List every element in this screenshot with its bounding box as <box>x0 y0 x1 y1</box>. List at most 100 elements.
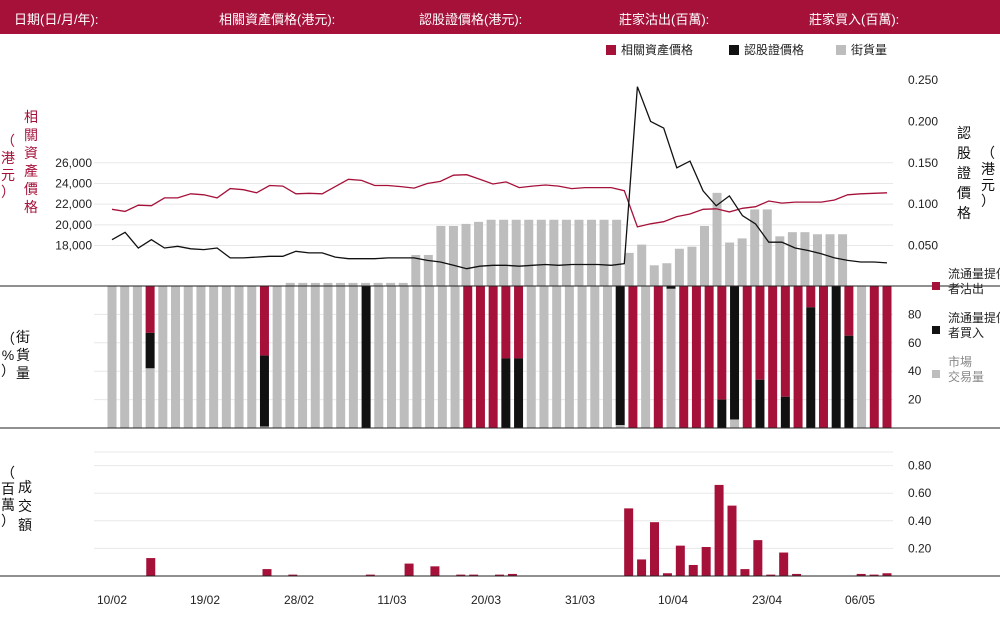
street-volume-bar <box>587 219 597 286</box>
turnover-bar <box>766 574 776 576</box>
street-volume-bar <box>361 282 371 286</box>
turnover-bar <box>262 569 272 576</box>
street-volume-bar <box>599 219 609 286</box>
market-volume-bar <box>590 286 600 428</box>
axis-labels: 26,00024,00022,00020,00018,0000.2500.200… <box>1 73 995 607</box>
street-volume-bar <box>750 209 760 286</box>
street-volume-bar <box>448 225 458 286</box>
legend-street-volume-swatch <box>836 45 846 55</box>
legend-market-volume-swatch <box>932 370 940 378</box>
market-volume-bar <box>336 286 346 428</box>
street-volume-bar <box>285 282 295 286</box>
street-volume-bar <box>398 282 408 286</box>
mm-axis-unit: （%） <box>1 331 15 379</box>
mm-buy-bar <box>615 286 625 426</box>
mm-sell-bar <box>679 286 689 428</box>
left-axis-title: 相關資產價格 <box>24 109 38 215</box>
turnover-axis-title: 成交額 <box>18 479 32 533</box>
street-volume-bar <box>825 234 835 286</box>
mm-buy-bar <box>666 286 676 289</box>
turnover-bar <box>365 574 375 576</box>
market-volume-bar <box>539 286 549 428</box>
x-tick-label: 20/03 <box>471 593 501 607</box>
mm-tick-label: 20 <box>908 393 922 407</box>
turnover-bar <box>856 573 866 576</box>
warrant-price-line <box>111 86 888 270</box>
turnover-tick-label: 0.60 <box>908 486 932 500</box>
mm-sell-bar <box>463 286 473 428</box>
mm-tick-label: 60 <box>908 336 922 350</box>
mm-sell-bar <box>869 286 879 428</box>
market-volume-bar <box>247 286 257 428</box>
turnover-bar <box>456 574 466 576</box>
legend-street-volume: 街貨量 <box>851 42 887 57</box>
legend-underlying: 相關資產價格 <box>621 42 693 57</box>
market-volume-bar <box>348 286 358 428</box>
market-volume-bar <box>412 286 422 428</box>
mm-buy-bar <box>514 358 524 428</box>
mm-buy-bar <box>717 399 727 428</box>
left-tick-label: 20,000 <box>55 218 92 232</box>
turnover-bar <box>430 566 440 576</box>
mm-sell-bar <box>259 286 269 356</box>
street-volume-bars <box>285 192 848 286</box>
right-tick-label: 0.100 <box>908 197 938 211</box>
street-volume-bar <box>699 225 709 286</box>
market-volume-bar <box>615 425 625 428</box>
x-tick-label: 23/04 <box>752 593 782 607</box>
street-volume-bar <box>411 254 421 286</box>
market-volume-bar <box>374 286 384 428</box>
street-volume-bar <box>386 282 396 286</box>
turnover-tick-label: 0.40 <box>908 514 932 528</box>
turnover-tick-label: 0.80 <box>908 459 932 473</box>
x-tick-label: 06/05 <box>845 593 875 607</box>
mm-sell-bar <box>488 286 498 428</box>
street-volume-bar <box>549 219 559 286</box>
right-tick-label: 0.150 <box>908 156 938 170</box>
street-volume-bar <box>574 219 584 286</box>
mm-tick-label: 40 <box>908 364 922 378</box>
mm-sell-bar <box>793 286 803 428</box>
underlying-price-line <box>111 174 888 228</box>
market-volume-bar <box>221 286 231 428</box>
street-volume-bar <box>323 282 333 286</box>
street-volume-bar <box>348 282 358 286</box>
market-volume-bar <box>602 286 612 428</box>
street-volume-bar <box>838 234 848 286</box>
turnover-bar <box>637 559 647 576</box>
street-volume-bar <box>499 219 509 286</box>
street-volume-bar <box>486 219 496 286</box>
mm-sell-bar <box>475 286 485 428</box>
street-volume-bar <box>423 254 433 286</box>
mm-sell-bar <box>755 286 765 380</box>
street-volume-bar <box>536 219 546 286</box>
turnover-bar <box>727 505 737 576</box>
mm-sell-bar <box>514 286 524 359</box>
street-volume-bar <box>474 221 484 286</box>
street-volume-bar <box>298 282 308 286</box>
street-volume-bar <box>637 244 647 286</box>
mm-buy-bar <box>806 307 816 428</box>
left-axis-unit: （港元） <box>1 133 15 200</box>
street-volume-bar <box>511 219 521 286</box>
turnover-bar <box>662 573 672 576</box>
market-volume-bar <box>857 286 867 428</box>
left-tick-label: 22,000 <box>55 197 92 211</box>
market-volume-bar <box>259 426 269 428</box>
turnover-bar <box>882 573 892 576</box>
legend-market-volume: 市場交易量 <box>948 354 984 384</box>
street-volume-bar <box>775 236 785 286</box>
axes <box>0 285 1000 577</box>
mm-buy-bar <box>145 332 155 369</box>
street-volume-bar <box>436 225 446 286</box>
x-tick-label: 11/03 <box>377 593 406 607</box>
street-volume-bar <box>649 265 659 286</box>
market-maker-bars <box>107 286 892 428</box>
right-tick-label: 0.200 <box>908 114 938 128</box>
market-volume-bar <box>399 286 409 428</box>
street-volume-bar <box>335 282 345 286</box>
market-volume-bar <box>641 286 651 428</box>
legend-warrant: 認股證價格 <box>744 42 804 57</box>
market-volume-bar <box>666 288 676 428</box>
market-volume-bar <box>120 286 130 428</box>
